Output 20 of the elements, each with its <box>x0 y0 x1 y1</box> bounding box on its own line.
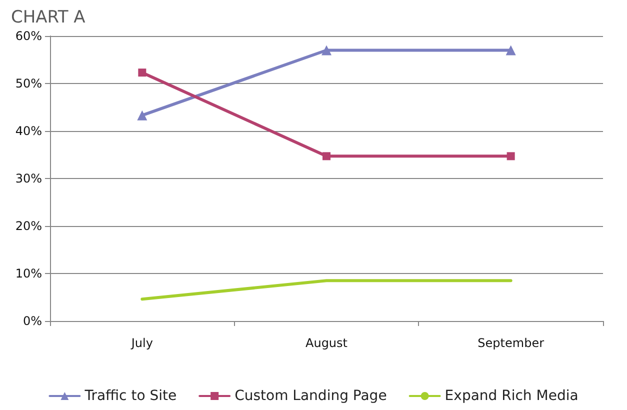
y-tick-label: 40% <box>15 124 42 138</box>
x-tick-label: August <box>306 336 348 350</box>
y-tick-label: 30% <box>15 172 42 186</box>
y-tick-label: 0% <box>22 314 42 328</box>
point <box>506 45 516 56</box>
point <box>506 152 515 160</box>
point <box>137 110 148 120</box>
y-tick-label: 50% <box>15 76 42 90</box>
point <box>138 68 146 77</box>
point <box>322 152 330 160</box>
x-tick-label: September <box>478 336 544 350</box>
point <box>322 45 332 56</box>
legend-label: Expand Rich Media <box>444 388 578 404</box>
y-tick-label: 20% <box>15 219 42 233</box>
legend-label: Custom Landing Page <box>234 388 387 404</box>
y-tick-label: 60% <box>15 29 42 43</box>
chart-title: CHART A <box>11 8 86 28</box>
legend-label: Traffic to Site <box>84 388 177 404</box>
x-tick-label: July <box>130 336 153 350</box>
y-tick-label: 10% <box>15 266 42 280</box>
